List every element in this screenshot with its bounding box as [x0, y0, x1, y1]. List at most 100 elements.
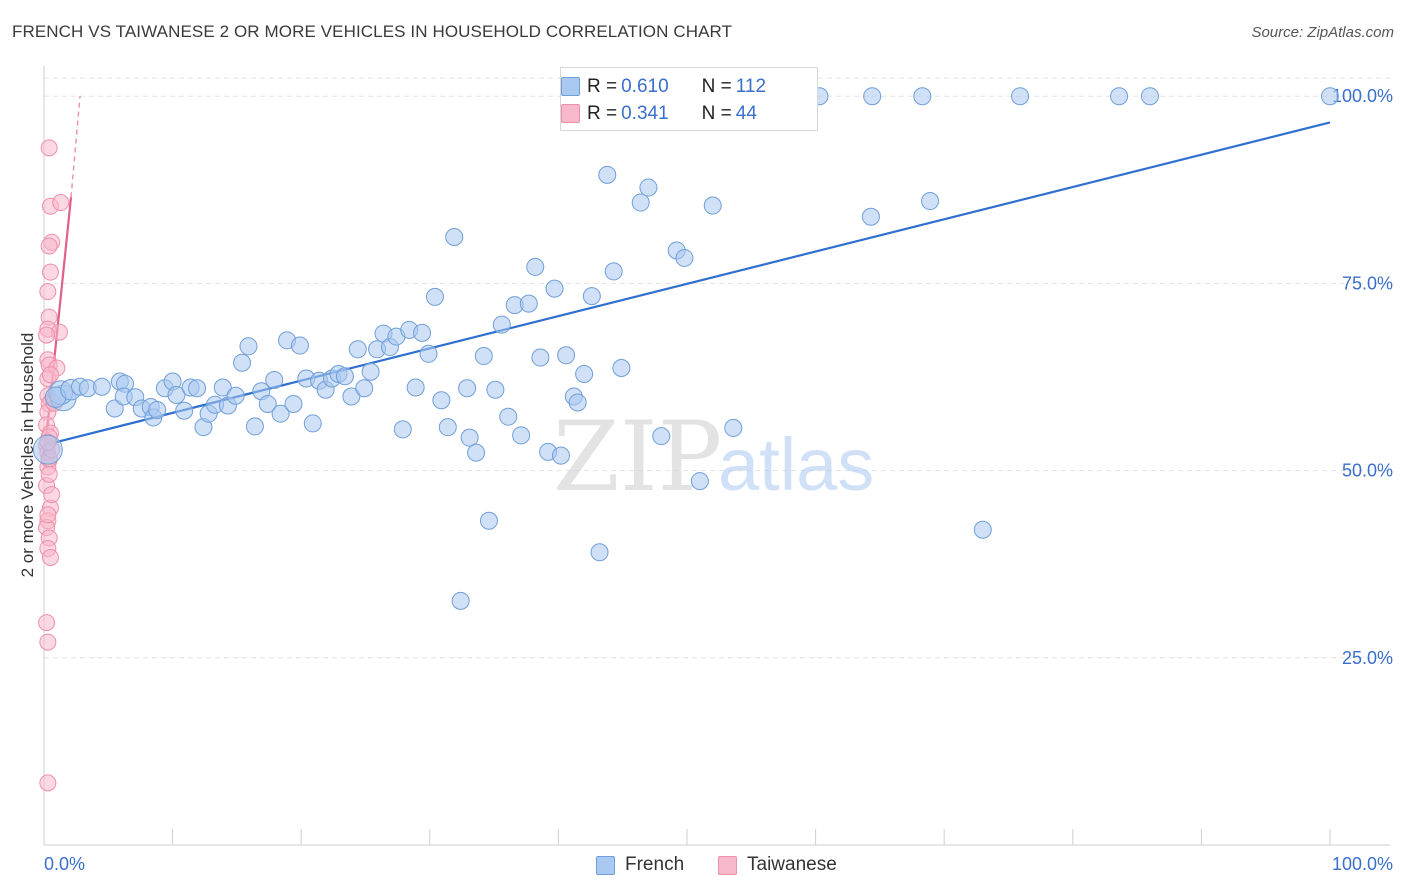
french-point — [921, 192, 940, 211]
taiwanese-point — [43, 486, 61, 504]
french-point — [445, 227, 464, 246]
watermark-zip: ZIP — [553, 401, 722, 513]
taiwanese-point — [38, 614, 56, 632]
french-point — [148, 400, 167, 419]
french-n-value: 112 — [735, 76, 767, 97]
tick-labels: 25.0% 50.0% 75.0% 100.0% 0.0% 100.0% — [44, 86, 1393, 874]
taiwanese-legend-swatch — [718, 855, 737, 875]
french-point — [239, 337, 258, 356]
french-point — [604, 262, 623, 281]
french-n-label: N = — [701, 76, 732, 97]
french-point — [551, 446, 570, 465]
taiwanese-point — [39, 633, 57, 651]
french-point — [474, 347, 493, 366]
french-point — [1321, 87, 1339, 106]
french-point — [432, 391, 451, 410]
taiwanese-point — [41, 263, 59, 281]
chart-title: FRENCH VS TAIWANESE 2 OR MORE VEHICLES I… — [12, 22, 733, 41]
french-point — [519, 294, 538, 313]
french-point — [1140, 87, 1159, 106]
french-point — [1011, 87, 1030, 106]
french-point — [348, 340, 367, 359]
taiwanese-point — [40, 237, 58, 255]
x-tick-label-max: 100.0% — [1332, 854, 1393, 874]
french-point — [568, 393, 587, 412]
french-point — [652, 427, 671, 446]
taiwanese-point — [39, 283, 57, 301]
y-tick-label: 75.0% — [1342, 273, 1393, 293]
french-point — [545, 279, 564, 298]
french-point — [167, 385, 186, 404]
french-points — [32, 87, 1339, 610]
french-point — [303, 414, 322, 433]
french-legend-swatch — [596, 855, 615, 875]
bottom-legend-french: French — [596, 853, 684, 877]
french-point — [675, 248, 694, 267]
french-point — [458, 379, 477, 398]
french-point — [631, 193, 650, 212]
taiwanese-point — [39, 774, 57, 792]
french-point — [460, 428, 479, 447]
french-point — [486, 380, 505, 399]
legend-row-taiwanese: R = 0.341 N = 44 — [561, 102, 757, 126]
french-point — [355, 379, 374, 398]
french-point — [335, 367, 354, 386]
french-point — [575, 365, 594, 384]
stats-legend: R = 0.610 N = 112 R = 0.341 N = 44 — [560, 67, 818, 131]
taiwanese-point — [41, 548, 59, 566]
taiwanese-r-label: R = — [587, 103, 618, 124]
taiwanese-legend-label: Taiwanese — [747, 854, 837, 875]
french-point — [973, 520, 992, 539]
french-legend-label: French — [625, 854, 685, 875]
french-point — [479, 511, 498, 530]
y-axis-label: 2 or more Vehicles in Household — [18, 332, 37, 578]
taiwanese-point — [40, 465, 58, 483]
french-point — [913, 87, 932, 106]
legend-row-french: R = 0.610 N = 112 — [561, 75, 767, 99]
french-point — [499, 407, 518, 426]
taiwanese-n-label: N = — [701, 103, 732, 124]
french-point — [226, 386, 245, 405]
french-r-value: 0.610 — [621, 76, 669, 97]
french-point — [342, 387, 361, 406]
taiwanese-point — [38, 326, 56, 344]
french-point — [639, 178, 658, 197]
french-point — [612, 359, 631, 378]
taiwanese-point — [41, 366, 59, 384]
french-point — [492, 315, 511, 334]
french-point — [451, 591, 470, 610]
watermark-atlas: atlas — [718, 423, 874, 506]
french-point — [32, 434, 63, 465]
french-point — [265, 371, 284, 389]
french-point — [284, 394, 303, 413]
french-point — [598, 165, 617, 184]
french-point — [863, 87, 882, 106]
taiwanese-n-value: 44 — [735, 103, 757, 124]
french-point — [105, 399, 124, 418]
french-point — [393, 420, 412, 439]
y-tick-label: 100.0% — [1332, 86, 1393, 106]
french-point — [213, 378, 232, 397]
taiwanese-point — [52, 194, 70, 212]
french-swatch — [561, 77, 580, 96]
french-point — [1110, 87, 1129, 106]
french-point — [531, 348, 550, 367]
french-point — [724, 418, 743, 437]
french-point — [271, 404, 290, 423]
french-point — [188, 379, 207, 398]
taiwanese-point — [39, 506, 57, 524]
taiwanese-trendline-dashed — [70, 96, 81, 198]
taiwanese-points — [38, 139, 70, 792]
taiwanese-swatch — [561, 104, 580, 123]
french-point — [258, 394, 277, 413]
french-point — [233, 353, 252, 372]
french-point — [582, 287, 601, 306]
french-point — [590, 543, 609, 562]
french-point — [557, 346, 576, 365]
french-point — [245, 417, 264, 436]
taiwanese-point — [40, 139, 58, 157]
source-label: Source: ZipAtlas.com — [1251, 24, 1394, 41]
french-point — [406, 378, 425, 397]
french-point — [413, 323, 432, 342]
